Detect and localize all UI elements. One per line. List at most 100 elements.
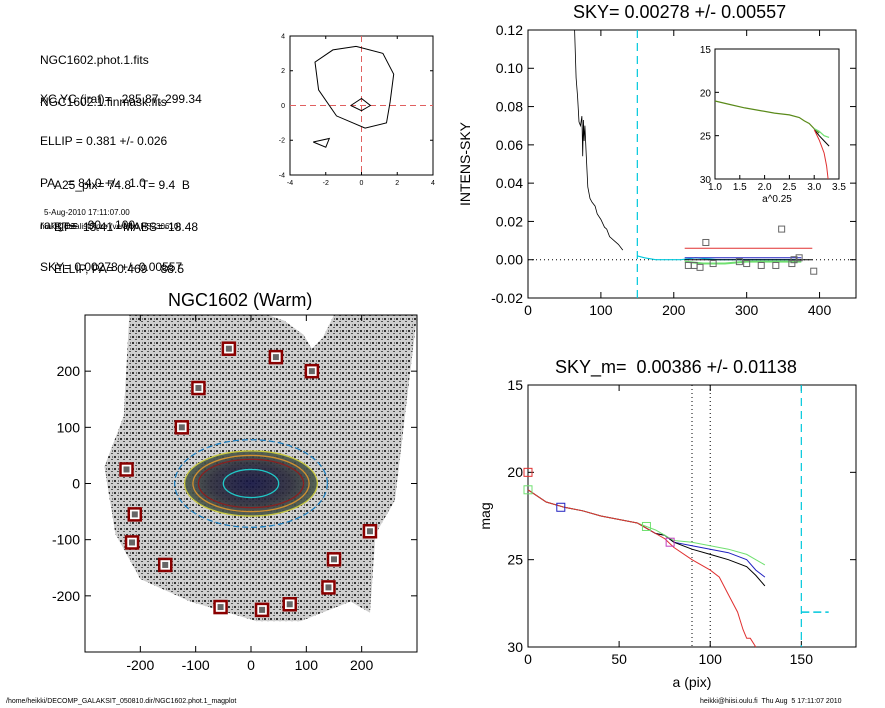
y-tick-label: 0.02 <box>496 213 523 229</box>
x-tick-label: 300 <box>735 302 759 318</box>
sky-square-marker <box>735 258 743 266</box>
header-files: NGC1602.phot.1.fits NGC1602.1.finmask.fi… <box>40 25 167 123</box>
outer-contour <box>314 45 395 129</box>
y-tick-label: 0.04 <box>496 175 523 191</box>
x-tick-label: 2 <box>395 180 399 187</box>
mask-core <box>225 345 232 352</box>
inset-y-tick-label: 25 <box>700 132 712 143</box>
sky-square-marker <box>709 260 717 268</box>
x-tick-label: 0 <box>360 180 364 187</box>
isophote-ellipse <box>197 458 305 509</box>
sky-m-title: SKY_m= 0.00386 +/- 0.01138 <box>555 357 797 377</box>
y-axis-label: mag <box>477 502 493 529</box>
mask-core <box>308 368 315 375</box>
y-tick-label: 25 <box>507 552 523 568</box>
header-line: XC,YC (iraf)= 285.87, 299.34 <box>40 92 202 106</box>
mask-core <box>259 606 266 613</box>
inset-green-tail <box>813 128 830 138</box>
mask-core <box>331 556 337 563</box>
inner-contour <box>350 97 372 112</box>
sky-square-marker <box>810 267 818 275</box>
y-tick-label: -2 <box>279 138 285 145</box>
y-tick-label: 4 <box>281 33 285 40</box>
profile-marker <box>665 537 675 547</box>
mask-core <box>123 466 130 473</box>
isophote-ellipse <box>183 450 319 517</box>
sky-m-frame <box>527 384 857 648</box>
header-line: A25_pix= 74.8 T= 9.4 B <box>54 178 190 192</box>
inset-red-tail <box>813 129 829 180</box>
inset-y-tick-label: 15 <box>700 45 712 56</box>
x-tick-label: 150 <box>790 651 814 667</box>
y-tick-label: 0.10 <box>496 60 523 76</box>
inset-x-tick-label: 2.0 <box>758 182 772 193</box>
inset-x-tick-label: 3.0 <box>807 182 821 193</box>
inset-y-tick-label: 30 <box>700 175 712 186</box>
y-tick-label: -4 <box>279 172 285 179</box>
intens-sky-title: SKY= 0.00278 +/- 0.00557 <box>573 2 787 22</box>
x-tick-label: 200 <box>350 657 374 673</box>
y-tick-label: 0.06 <box>496 137 523 153</box>
profile-marker <box>523 467 533 477</box>
inset-x-tick-label: 1.5 <box>733 182 747 193</box>
sky-square-marker <box>702 238 710 246</box>
sky-square-marker <box>778 225 786 233</box>
x-tick-label: 200 <box>662 302 686 318</box>
sky-m-axes: 0 50 100 150 15 20 25 30 a (pix) mag <box>477 377 857 690</box>
x-axis-label: a (pix) <box>673 674 712 690</box>
profile-marker <box>523 485 533 495</box>
inset-black-tail <box>813 129 830 147</box>
y-tick-label: 0.00 <box>496 252 523 268</box>
x-tick-label: 100 <box>699 651 723 667</box>
center-contour-axes: -4 -2 0 2 4 -4 -2 0 2 4 <box>279 33 435 187</box>
isophote-ellipse <box>222 468 280 499</box>
x-tick-label: 0 <box>524 651 532 667</box>
header-line: NGC1602.phot.1.fits <box>40 53 149 67</box>
header-line: ELLIP, PA= 0.469 88.5 <box>54 262 184 276</box>
inset-x-axis-label: a^0.25 <box>762 194 792 205</box>
x-tick-label: 100 <box>295 657 319 673</box>
mask-core <box>195 385 202 392</box>
x-tick-label: -4 <box>287 180 293 187</box>
inset-profile <box>714 100 820 134</box>
mask-core <box>286 601 293 608</box>
header-program: make_datalist0.pro (version HS230610) <box>40 222 181 231</box>
mask-core <box>366 528 373 535</box>
y-tick-label: -0.02 <box>491 290 523 306</box>
x-tick-label: 0 <box>247 657 255 673</box>
header-line: SKY= 0.00278 +/- 0.00557 <box>40 260 183 274</box>
intens-sky-axes: 0 100 200 300 400 -0.02 0.00 0.02 0.04 0.06 0.08 0.… <box>457 22 857 318</box>
header-line: NGC1602.1.finmask.fits <box>40 95 167 109</box>
sky-square-marker <box>790 256 798 264</box>
inset-x-tick-label: 1.0 <box>708 182 722 193</box>
y-tick-label: 15 <box>507 377 523 393</box>
sky-square-marker <box>684 261 692 269</box>
profile-marker <box>641 521 651 531</box>
y-tick-label: 0.08 <box>496 98 523 114</box>
mask-core <box>131 511 138 518</box>
y-tick-label: 0 <box>281 103 285 110</box>
inset-x-tick-label: 2.5 <box>782 182 796 193</box>
sky-m-series <box>523 385 829 648</box>
mask-core <box>272 354 279 361</box>
sky-square-marker <box>757 261 765 269</box>
x-tick-label: -100 <box>182 657 210 673</box>
galaxy-core <box>184 450 318 517</box>
isophote-ellipse <box>173 439 329 528</box>
sky-square-marker <box>788 260 796 268</box>
header-line: PA = 84.0 +/- 1.0 <box>40 176 146 190</box>
x-tick-label: -200 <box>126 657 154 673</box>
mask-core <box>325 584 332 591</box>
footer-path: /home/heikki/DECOMP_GALAKSIT_050810.dir/… <box>6 698 237 705</box>
galaxy-image-title: NGC1602 (Warm) <box>168 290 313 310</box>
inset-y-tick-label: 20 <box>700 88 712 99</box>
sky-square-marker <box>795 254 803 262</box>
mask-core <box>129 539 136 546</box>
magnitude-profile <box>527 489 757 648</box>
x-tick-label: 4 <box>431 180 435 187</box>
y-tick-label: -100 <box>52 532 80 548</box>
center-contours <box>290 36 433 175</box>
x-tick-label: 50 <box>611 651 627 667</box>
intens-sky-frame <box>527 29 857 299</box>
